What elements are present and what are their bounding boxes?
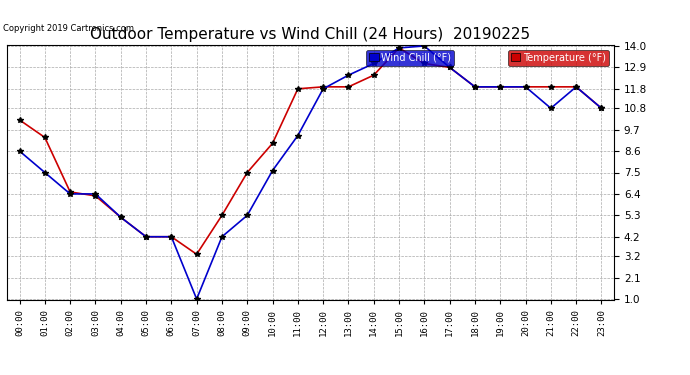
Text: Copyright 2019 Cartronics.com: Copyright 2019 Cartronics.com: [3, 24, 135, 33]
Legend: Temperature (°F): Temperature (°F): [508, 50, 609, 66]
Title: Outdoor Temperature vs Wind Chill (24 Hours)  20190225: Outdoor Temperature vs Wind Chill (24 Ho…: [90, 27, 531, 42]
